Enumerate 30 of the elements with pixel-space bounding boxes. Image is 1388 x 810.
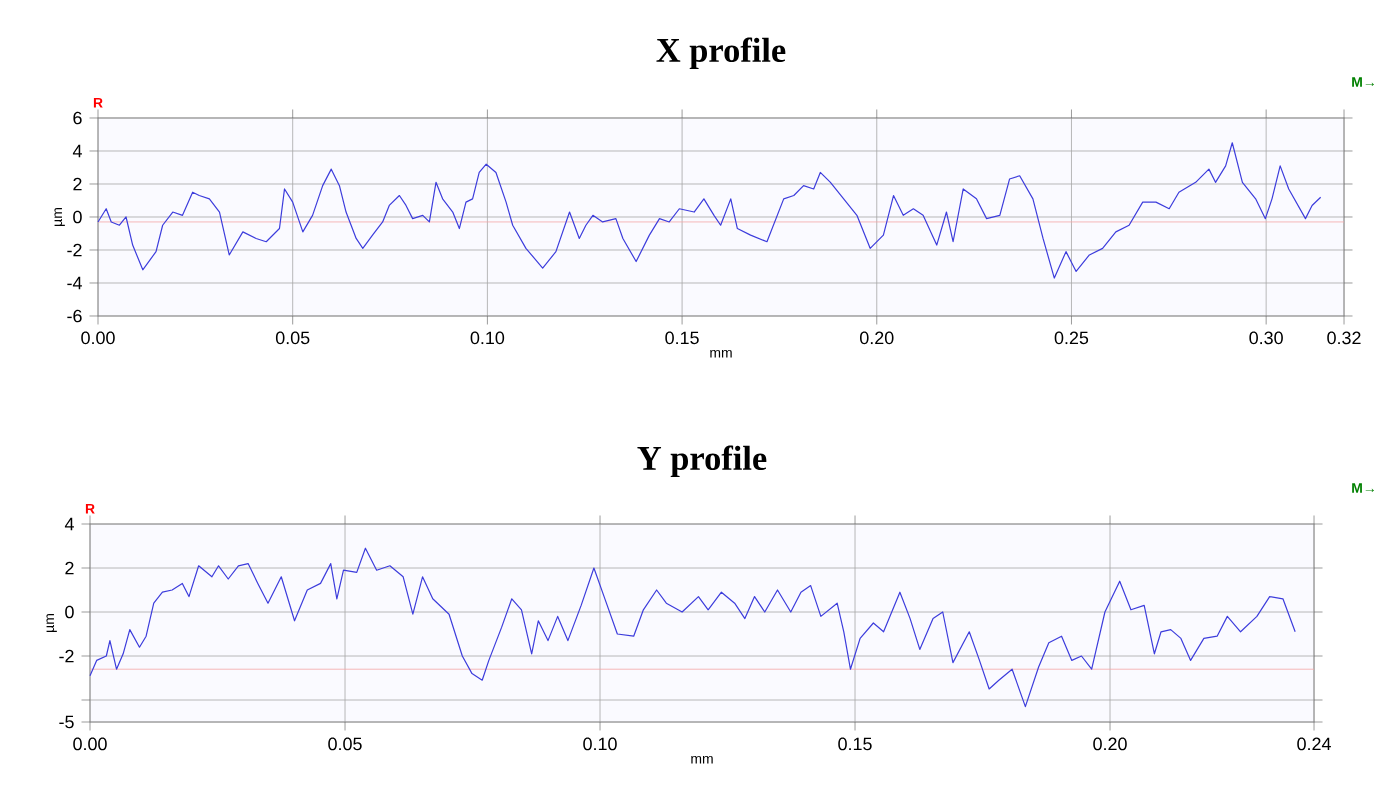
- line-series: [97, 142, 1322, 279]
- x-tick-label: 0.30: [1249, 331, 1283, 345]
- x-tick-label: 0.15: [838, 737, 872, 751]
- y-tick-label: 4: [72, 144, 82, 158]
- y-tick-label: -2: [59, 649, 74, 663]
- x-tick-label: 0.20: [1093, 737, 1127, 751]
- x-tick-label: 0.10: [470, 331, 505, 345]
- y-tick-label: 0: [73, 210, 82, 224]
- x-tick-label: 0.10: [583, 737, 617, 751]
- y-tick-label: -4: [67, 276, 82, 290]
- y-tick-label: -2: [67, 243, 82, 257]
- y-tick-label: -6: [67, 309, 82, 323]
- x-tick-label: 0.24: [1297, 737, 1331, 751]
- x-tick-label: 0.05: [275, 331, 310, 345]
- x-tick-label: 0.05: [328, 737, 362, 751]
- y-tick-label: -5: [59, 715, 74, 729]
- x-tick-label: 0.20: [860, 331, 894, 345]
- x-tick-label: 0.00: [73, 737, 107, 751]
- y-tick-label: 6: [73, 111, 82, 125]
- y-tick-label: 4: [64, 517, 74, 531]
- y-tick-label: 2: [65, 561, 74, 575]
- line-series: [89, 547, 1296, 708]
- y-tick-label: 2: [73, 177, 82, 191]
- chart-title: Y profile: [637, 445, 767, 478]
- chart-title: X profile: [656, 37, 786, 70]
- x-tick-label: 0.15: [665, 331, 699, 345]
- y-tick-label: 0: [65, 605, 74, 619]
- x-tick-label: 0.00: [81, 331, 115, 345]
- x-tick-label: 0.25: [1054, 331, 1089, 345]
- x-tick-label: 0.32: [1327, 331, 1361, 345]
